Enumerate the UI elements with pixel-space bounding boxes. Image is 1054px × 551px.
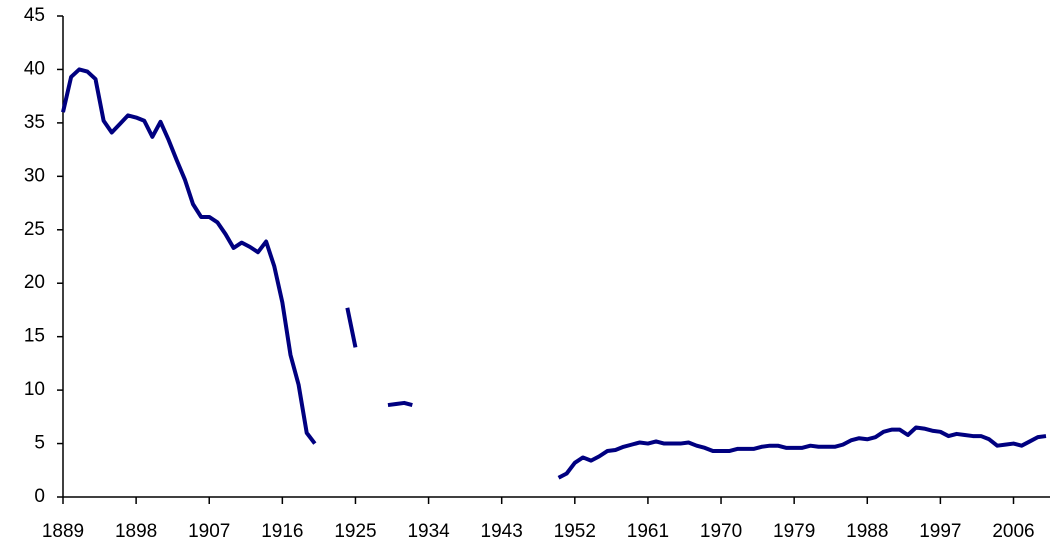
- y-tick-label: 25: [24, 219, 45, 240]
- x-tick-label: 1952: [554, 521, 596, 542]
- y-tick-label: 0: [34, 486, 45, 507]
- x-tick-label: 1916: [261, 521, 303, 542]
- x-tick-label: 1979: [773, 521, 815, 542]
- x-tick-label: 1925: [334, 521, 376, 542]
- x-tick-label: 1997: [919, 521, 961, 542]
- y-tick-label: 35: [24, 112, 45, 133]
- y-tick-label: 20: [24, 272, 45, 293]
- x-tick-label: 1943: [481, 521, 523, 542]
- y-tick-label: 45: [24, 5, 45, 26]
- y-tick-label: 10: [24, 379, 45, 400]
- x-tick-label: 1934: [407, 521, 450, 542]
- y-tick-label: 5: [34, 433, 45, 454]
- y-tick-label: 40: [24, 58, 45, 79]
- x-tick-label: 2006: [992, 521, 1034, 542]
- x-tick-label: 1970: [700, 521, 742, 542]
- x-tick-label: 1988: [846, 521, 888, 542]
- x-tick-label: 1907: [188, 521, 230, 542]
- data-line: [61, 67, 1047, 480]
- y-tick-label: 15: [24, 326, 45, 347]
- x-tick-label: 1898: [115, 521, 157, 542]
- x-tick-label: 1961: [627, 521, 669, 542]
- y-tick-label: 30: [24, 165, 45, 186]
- x-tick-label: 1889: [42, 521, 84, 542]
